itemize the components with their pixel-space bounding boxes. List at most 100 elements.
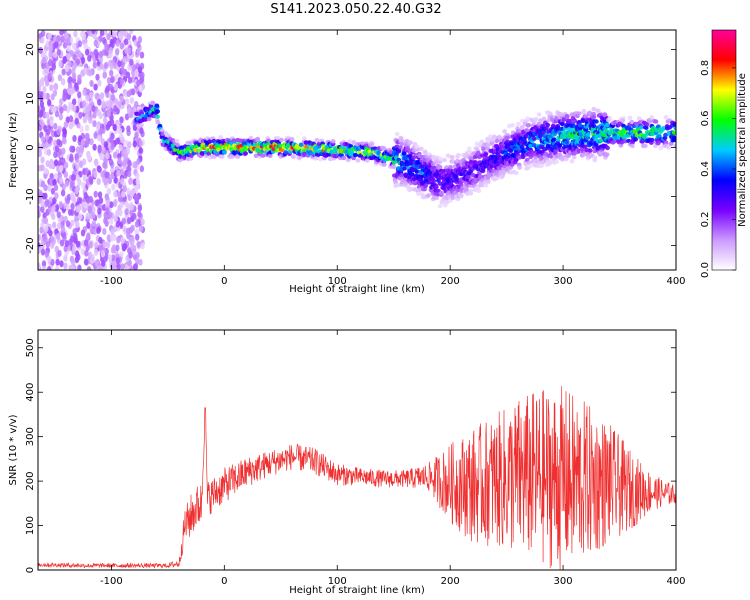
spectrogram-noise-cell [127,107,132,115]
spectrogram-cell [207,139,213,144]
spectrogram-noise-cell [49,235,55,243]
spectrogram-noise-cell [94,159,99,167]
spectrogram-noise-cell [62,104,68,112]
colorbar-tick-label: 0.0 [700,262,711,278]
spectrogram-cell [649,115,655,120]
spectrogram-noise-cell [63,171,68,179]
spectrogram-noise-cell [94,241,99,249]
spectrogram-noise-cell [113,190,118,198]
spectrogram-noise-cell [38,191,43,199]
spectrogram-noise-cell [38,105,41,113]
spectrogram-cell [252,142,258,148]
spectrogram-cell [536,112,542,117]
spectrogram-cell [644,122,650,127]
spectrogram-noise-cell [78,197,83,205]
spectrogram-cell [155,109,161,114]
spectrogram-cell [466,146,472,151]
spectrogram-noise-cell [61,147,66,155]
spectrogram-noise-cell [134,194,139,202]
spectrogram-noise-cell [116,263,121,270]
spectrogram-cell [139,122,144,128]
spectrogram-cell [458,194,464,199]
spectrogram-y-tick-label: 20 [25,43,36,56]
spectrogram-noise-cell [53,184,59,191]
spectrogram-noise-cell [66,193,72,201]
spectrogram-noise-cell [38,211,41,219]
spectrogram-y-tick-label: -10 [25,188,36,204]
spectrogram-noise-cell [78,111,83,119]
spectrogram-noise-cell [88,241,93,249]
spectrogram-cell [596,108,601,114]
spectrogram-noise-cell [99,153,105,161]
snr-x-tick-label: -100 [100,576,123,587]
spectrogram-noise-cell [131,69,136,76]
spectrogram-cell [571,155,577,160]
spectrogram-noise-cell [131,88,136,96]
spectrogram-cell [605,145,610,151]
spectrogram-y-tick-label: -20 [25,237,36,253]
spectrogram-cell [489,137,495,142]
spectrogram-cell [525,165,531,170]
spectrogram-noise-cell [39,100,45,108]
spectrogram-noise-cell [103,217,108,225]
spectrogram-noise-cell [105,85,110,93]
spectrogram-noise-cell [83,201,88,209]
spectrogram-noise-cell [83,239,89,247]
spectrogram-cell [561,117,567,122]
spectrogram-noise-cell [110,94,116,102]
snr-x-tick-label: 300 [554,576,573,587]
spectrogram-cell [560,121,565,127]
spectrogram-noise-cell [53,159,59,167]
spectrogram-cell [643,125,649,130]
spectrogram-noise-cell [80,57,86,64]
spectrogram-cell [517,165,522,170]
spectrogram-noise-cell [106,187,112,195]
spectrogram-noise-cell [96,178,101,185]
spectrogram-cell [673,143,676,149]
spectrogram-cell [607,116,613,121]
spectrogram-noise-cell [108,211,113,219]
spectrogram-noise-cell [56,48,62,56]
spectrogram-noise-cell [124,208,129,216]
spectrogram-noise-cell [97,134,102,142]
spectrogram-cell [602,113,608,118]
spectrogram-cell [653,119,659,124]
spectrogram-noise-cell [108,217,114,225]
spectrogram-noise-cell [38,46,43,54]
spectrogram-cell [476,188,482,194]
spectrogram-noise-cell [76,253,81,261]
spectrogram-noise-cell [111,254,116,262]
spectrogram-noise-cell [88,116,93,124]
spectrogram-cell [314,137,320,143]
spectrogram-cell [468,191,474,196]
spectrogram-cell [524,128,530,133]
spectrogram-noise-cell [51,59,56,67]
spectrogram-noise-cell [72,135,77,142]
snr-plot-area [38,330,676,570]
spectrogram-cell [414,169,420,174]
spectrogram-cell [612,139,617,144]
spectrogram-cell [159,128,165,133]
spectrogram-noise-cell [123,171,128,179]
spectrogram-cell [604,122,610,128]
spectrogram-cell [487,134,493,139]
spectrogram-noise-cell [40,206,45,213]
spectrogram-noise-cell [113,83,119,91]
spectrogram-noise-cell [72,244,77,252]
spectrogram-noise-cell [92,61,98,69]
spectrogram-cell [671,130,676,135]
spectrogram-noise-cell [115,209,120,217]
spectrogram-cell [437,156,443,161]
spectrogram-cell [558,112,564,117]
spectrogram-noise-cell [88,176,94,184]
spectrogram-noise-cell [74,117,79,125]
spectrogram-cell [360,141,366,146]
spectrogram-noise-cell [121,217,127,225]
spectrogram-noise-cell [120,136,125,144]
spectrogram-image [38,30,676,270]
spectrogram-noise-cell [126,33,132,41]
spectrogram-noise-cell [59,260,64,268]
spectrogram-noise-cell [135,251,140,259]
spectrogram-noise-cell [91,105,96,113]
colorbar-label: Normalized spectral amplitude [737,73,748,227]
